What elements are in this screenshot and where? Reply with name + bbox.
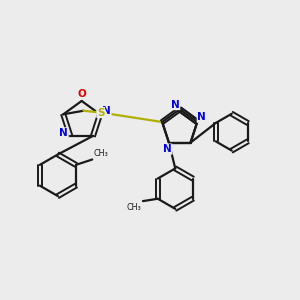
Text: N: N: [102, 106, 111, 116]
Text: O: O: [77, 88, 86, 98]
Text: N: N: [59, 128, 68, 138]
Text: S: S: [97, 107, 104, 118]
Text: N: N: [171, 100, 180, 110]
Text: N: N: [197, 112, 206, 122]
Text: CH₃: CH₃: [94, 149, 109, 158]
Text: CH₃: CH₃: [127, 203, 141, 212]
Text: N: N: [163, 144, 172, 154]
